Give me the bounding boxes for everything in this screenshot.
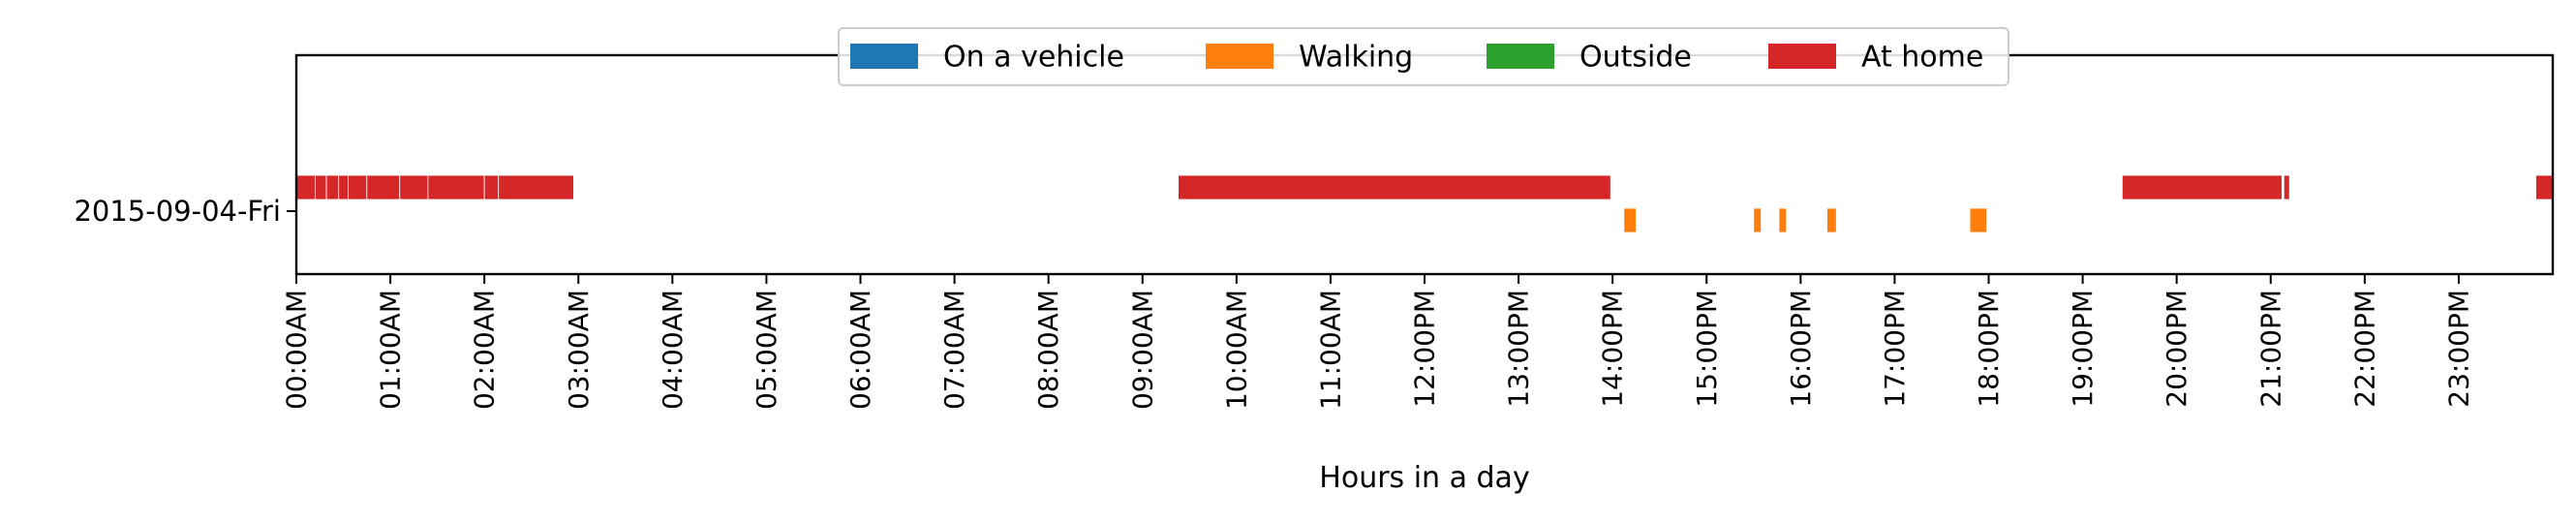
- bar-at-home-7: [427, 174, 485, 200]
- bar-at-home-3: [338, 174, 349, 200]
- legend-label-at-home: At home: [1861, 41, 1983, 75]
- x-tick-label-19: 19:00PM: [2067, 290, 2099, 408]
- x-tick-label-10: 10:00AM: [1220, 290, 1252, 410]
- legend-label-walking: Walking: [1299, 41, 1413, 75]
- bar-walking-3: [1826, 207, 1837, 233]
- legend-swatch-at-home: [1768, 44, 1836, 69]
- x-tick-label-3: 03:00AM: [563, 290, 595, 410]
- x-tick-label-11: 11:00AM: [1314, 290, 1346, 410]
- bar-at-home-10: [1178, 174, 1611, 200]
- bar-walking-1: [1753, 207, 1762, 233]
- x-tick-label-8: 08:00AM: [1032, 290, 1064, 410]
- bar-at-home-0: [295, 174, 316, 200]
- legend-label-on-a-vehicle: On a vehicle: [943, 41, 1124, 75]
- bar-walking-2: [1778, 207, 1788, 233]
- bar-walking-4: [1969, 207, 1987, 233]
- y-ticks: 2015-09-04-Fri: [74, 195, 296, 228]
- bar-at-home-8: [483, 174, 500, 200]
- bar-at-home-5: [366, 174, 401, 200]
- x-tick-label-16: 16:00PM: [1785, 290, 1817, 408]
- bar-at-home-11: [2121, 174, 2283, 200]
- legend-swatch-outside: [1487, 44, 1554, 69]
- y-tick-label-0: 2015-09-04-Fri: [74, 195, 281, 228]
- x-tick-label-15: 15:00PM: [1691, 290, 1723, 408]
- legend-swatch-walking: [1206, 44, 1273, 69]
- bar-at-home-6: [399, 174, 429, 200]
- x-tick-label-2: 02:00AM: [469, 290, 501, 410]
- x-tick-label-21: 21:00PM: [2254, 290, 2286, 408]
- x-tick-label-6: 06:00AM: [844, 290, 876, 410]
- x-tick-label-14: 14:00PM: [1597, 290, 1629, 408]
- bar-at-home-4: [347, 174, 368, 200]
- x-tick-label-0: 00:00AM: [281, 290, 313, 410]
- bar-at-home-2: [325, 174, 340, 200]
- x-ticks: 00:00AM 01:00AM 02:00AM 03:00AM 04:00AM 05:00…: [281, 274, 2474, 410]
- x-tick-label-23: 23:00PM: [2442, 290, 2474, 408]
- x-axis-label: Hours in a day: [1319, 461, 1529, 495]
- x-tick-label-1: 01:00AM: [375, 290, 407, 410]
- x-tick-label-20: 20:00PM: [2161, 290, 2193, 408]
- x-tick-label-12: 12:00PM: [1409, 290, 1441, 408]
- bar-walking-0: [1623, 207, 1637, 233]
- x-tick-label-13: 13:00PM: [1503, 290, 1535, 408]
- bar-at-home-1: [315, 174, 327, 200]
- x-tick-label-9: 09:00AM: [1126, 290, 1158, 410]
- bars-layer: [295, 174, 2554, 233]
- legend-swatch-on-a-vehicle: [850, 44, 918, 69]
- x-tick-label-17: 17:00PM: [1879, 290, 1911, 408]
- bar-at-home-12: [2283, 174, 2290, 200]
- bar-at-home-9: [498, 174, 574, 200]
- legend-box: [838, 27, 2009, 86]
- x-tick-label-4: 04:00AM: [657, 290, 689, 410]
- bar-at-home-13: [2535, 174, 2554, 200]
- x-tick-label-18: 18:00PM: [1973, 290, 2005, 408]
- legend-label-outside: Outside: [1579, 41, 1692, 75]
- x-tick-label-7: 07:00AM: [938, 290, 970, 410]
- legend: On a vehicle Walking Outside At home: [838, 27, 2009, 86]
- x-tick-label-22: 22:00PM: [2348, 290, 2380, 408]
- x-tick-label-5: 05:00AM: [751, 290, 782, 410]
